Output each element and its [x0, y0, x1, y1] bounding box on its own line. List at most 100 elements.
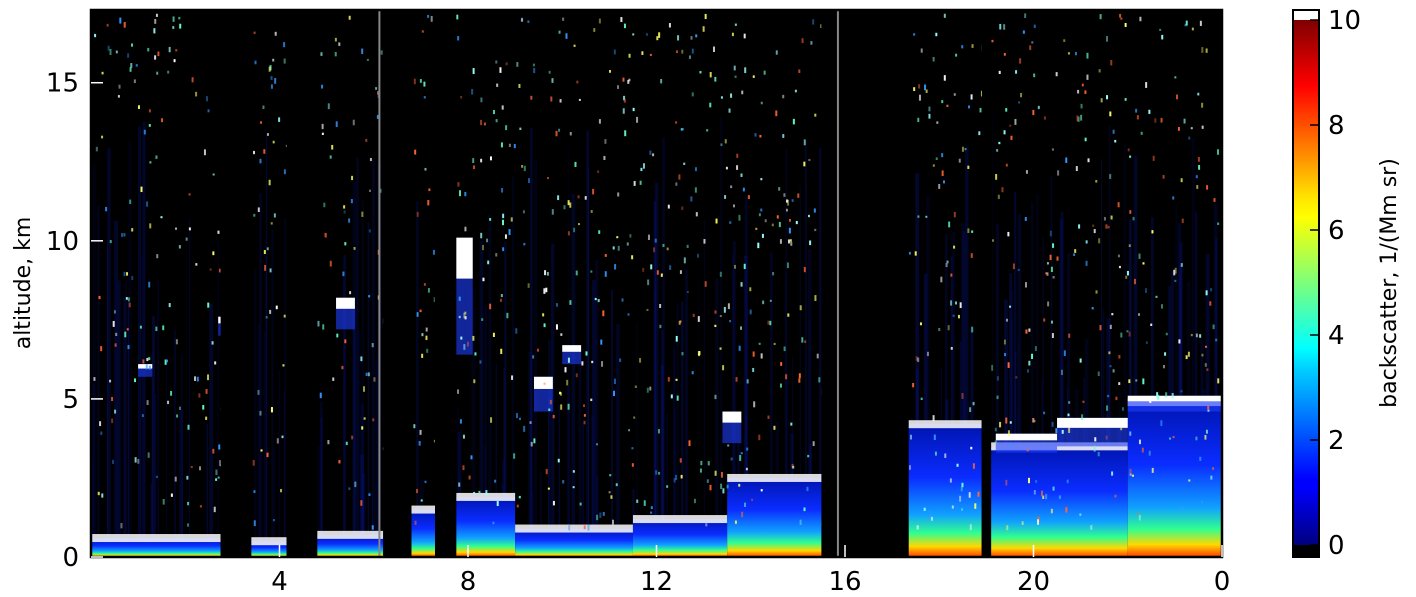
noise-speckle [714, 394, 717, 400]
haze-streak [660, 364, 664, 557]
haze-streak [254, 268, 257, 557]
noise-speckle [207, 374, 210, 381]
noise-speckle [334, 52, 337, 57]
haze-streak [107, 240, 109, 557]
noise-speckle [1003, 339, 1006, 345]
noise-speckle [500, 293, 503, 298]
noise-speckle [1107, 225, 1110, 229]
noise-speckle [1199, 334, 1202, 338]
noise-speckle [657, 429, 660, 434]
noise-speckle [1138, 253, 1141, 259]
noise-speckle [149, 223, 152, 229]
noise-speckle [935, 32, 938, 37]
noise-speckle [998, 141, 1001, 145]
haze-streak [278, 369, 281, 557]
noise-speckle [254, 60, 257, 65]
noise-speckle [1033, 490, 1036, 495]
noise-speckle [734, 520, 737, 524]
noise-speckle [1115, 396, 1118, 401]
noise-speckle [1100, 98, 1103, 103]
noise-speckle [598, 18, 601, 24]
noise-speckle [926, 351, 929, 357]
noise-speckle [1095, 179, 1098, 183]
haze-streak [965, 146, 969, 557]
noise-speckle [787, 313, 790, 317]
haze-streak [1108, 126, 1111, 557]
haze-streak [479, 241, 484, 557]
noise-speckle [714, 76, 717, 82]
noise-speckle [951, 505, 954, 509]
noise-speckle [759, 134, 762, 138]
noise-speckle [519, 417, 522, 421]
noise-speckle [1033, 420, 1036, 423]
noise-speckle [646, 308, 649, 312]
noise-speckle [1180, 390, 1183, 393]
noise-speckle [694, 187, 697, 193]
noise-speckle [270, 407, 273, 413]
noise-speckle [662, 243, 665, 248]
noise-speckle [147, 452, 150, 458]
noise-speckle [1093, 445, 1096, 452]
noise-speckle [649, 386, 652, 391]
noise-speckle [1205, 345, 1208, 348]
noise-speckle [114, 409, 117, 414]
noise-speckle [1021, 521, 1024, 526]
noise-speckle [812, 441, 815, 446]
noise-speckle [686, 244, 689, 249]
noise-speckle [543, 288, 546, 294]
noise-speckle [155, 475, 158, 479]
data-gap [286, 10, 318, 557]
noise-speckle [730, 185, 733, 189]
noise-speckle [424, 167, 427, 171]
colorbar: 0 2 4 6 8 10 [1292, 6, 1361, 561]
noise-speckle [655, 470, 658, 475]
haze-streak [209, 303, 214, 557]
noise-speckle [117, 95, 120, 98]
noise-speckle [335, 121, 338, 128]
noise-speckle [681, 351, 684, 356]
noise-speckle [1099, 325, 1102, 331]
noise-speckle [260, 449, 263, 452]
noise-speckle [156, 71, 159, 75]
noise-speckle [789, 239, 792, 242]
noise-speckle [253, 490, 256, 494]
noise-speckle [332, 377, 335, 381]
noise-speckle [1217, 149, 1220, 155]
haze-streak [653, 292, 656, 557]
noise-speckle [1005, 163, 1008, 167]
noise-speckle [753, 401, 756, 408]
haze-streak [567, 386, 571, 557]
noise-speckle [647, 279, 650, 286]
noise-speckle [1183, 118, 1186, 124]
noise-speckle [421, 333, 424, 337]
noise-speckle [115, 50, 118, 54]
haze-streak [154, 394, 157, 557]
noise-speckle [1151, 230, 1154, 234]
noise-speckle [1091, 307, 1094, 310]
noise-speckle [991, 364, 994, 371]
noise-speckle [1205, 429, 1208, 434]
noise-speckle [460, 336, 463, 340]
noise-speckle [161, 118, 164, 123]
noise-speckle [702, 26, 705, 32]
noise-speckle [704, 13, 707, 20]
colorbar-tick-label: 2 [1328, 426, 1345, 456]
noise-speckle [343, 210, 346, 214]
noise-speckle [321, 84, 324, 89]
noise-speckle [419, 79, 422, 83]
noise-speckle [1092, 224, 1095, 227]
haze-streak [1031, 202, 1034, 557]
noise-speckle [1198, 165, 1201, 170]
noise-speckle [1148, 109, 1151, 114]
noise-speckle [1050, 320, 1053, 324]
noise-speckle [801, 38, 804, 44]
noise-speckle [741, 511, 744, 518]
noise-speckle [366, 58, 369, 61]
noise-speckle [960, 486, 963, 492]
noise-speckle [1195, 436, 1198, 441]
noise-speckle [814, 295, 817, 302]
noise-speckle [101, 493, 104, 498]
noise-speckle [569, 300, 572, 305]
noise-speckle [107, 45, 110, 51]
noise-speckle [496, 501, 499, 507]
